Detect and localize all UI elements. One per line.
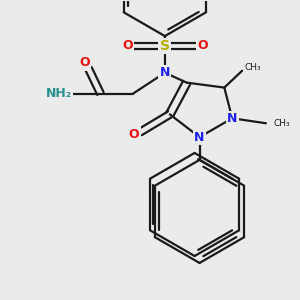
Text: CH₃: CH₃ bbox=[274, 119, 290, 128]
Text: NH₂: NH₂ bbox=[46, 87, 72, 100]
Text: O: O bbox=[79, 56, 90, 69]
Text: O: O bbox=[122, 40, 133, 52]
Text: S: S bbox=[160, 39, 170, 53]
Text: N: N bbox=[227, 112, 237, 125]
Text: CH₃: CH₃ bbox=[244, 63, 261, 72]
Text: N: N bbox=[160, 66, 170, 79]
Text: O: O bbox=[129, 128, 140, 141]
Text: N: N bbox=[194, 130, 205, 144]
Text: O: O bbox=[197, 40, 208, 52]
